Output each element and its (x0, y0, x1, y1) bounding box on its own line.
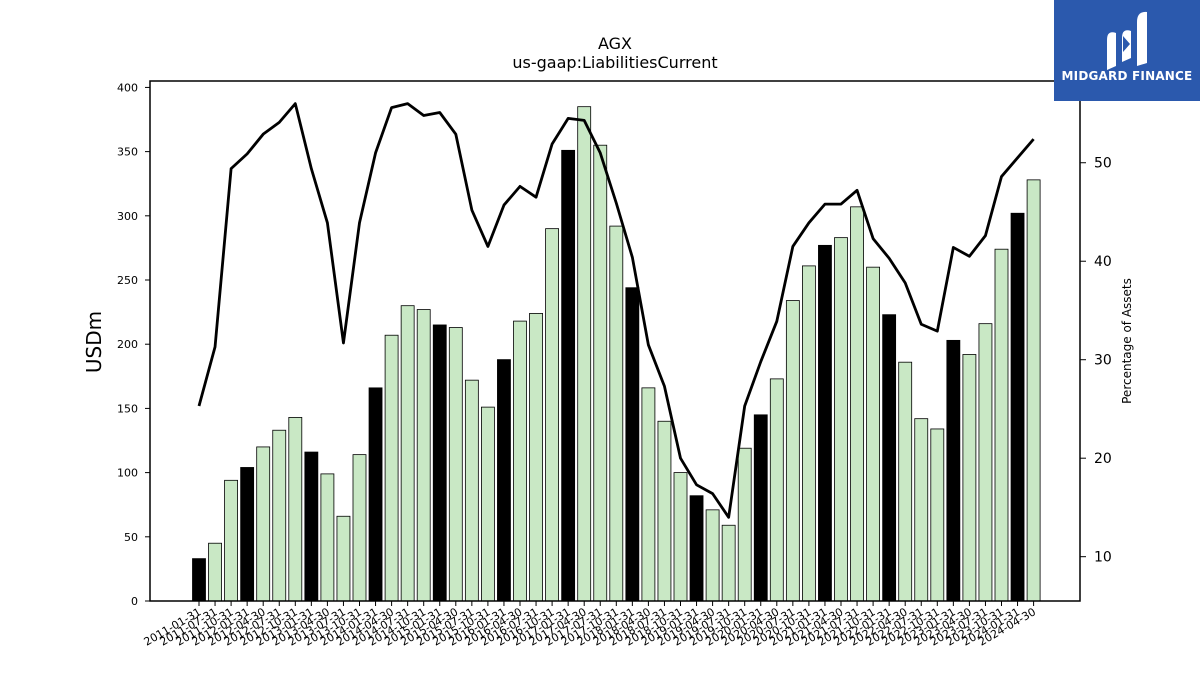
y2-tick-label: 30 (1094, 353, 1112, 369)
bar (802, 265, 816, 602)
bar (320, 473, 335, 602)
y2-axis-label: Percentage of Assets (1120, 278, 1134, 404)
y-tick-label: 200 (117, 338, 138, 351)
chart-title: AGX (598, 34, 632, 53)
plot-frame (149, 80, 1081, 602)
bar (464, 379, 479, 602)
chart-subtitle: us-gaap:LiabilitiesCurrent (512, 53, 717, 72)
bar (818, 244, 832, 602)
bar (368, 387, 383, 602)
bar (272, 429, 287, 602)
bar (400, 305, 415, 602)
y-tick-label: 300 (117, 210, 138, 223)
bar (721, 524, 736, 602)
bar (625, 287, 640, 602)
bar (1010, 212, 1025, 602)
logo-mark-icon (1107, 11, 1147, 70)
logo-text: MIDGARD FINANCE (1061, 69, 1193, 83)
bar (850, 206, 864, 602)
percentage-line (197, 102, 1035, 519)
bar (336, 515, 351, 602)
bar (673, 472, 688, 602)
bar (224, 479, 239, 602)
bar (352, 454, 367, 602)
y-tick-label: 400 (117, 81, 138, 94)
y2-tick-label: 20 (1094, 451, 1112, 467)
bar (737, 447, 752, 602)
y-tick-label: 250 (117, 274, 138, 287)
bar (545, 228, 559, 602)
bar (769, 378, 784, 602)
y-tick-label: 0 (131, 595, 138, 608)
y-tick-label: 150 (117, 402, 138, 415)
y-axis-label: USDm (82, 311, 106, 373)
bar (785, 300, 800, 602)
bar (962, 354, 977, 602)
bar (866, 266, 880, 602)
bar (978, 323, 993, 602)
y2-tick-label: 50 (1094, 156, 1112, 172)
bar (480, 406, 495, 602)
bar (753, 414, 768, 602)
bar (561, 149, 576, 602)
y2-tick-label: 10 (1094, 550, 1112, 566)
y-tick-label: 50 (124, 531, 138, 544)
bar (930, 428, 945, 602)
bar (882, 314, 897, 602)
bar (529, 312, 543, 602)
bar (593, 144, 608, 602)
bar (834, 237, 848, 602)
bar (689, 495, 704, 602)
brand-logo: MIDGARD FINANCE (1054, 0, 1200, 101)
bar (448, 327, 463, 602)
bar (208, 542, 222, 602)
bar (1026, 179, 1041, 602)
bar (946, 339, 961, 602)
bar (497, 359, 511, 602)
bar (384, 334, 399, 602)
y2-tick-label: 40 (1094, 254, 1112, 270)
bar (432, 324, 447, 602)
bar (994, 248, 1009, 602)
bar (577, 106, 592, 602)
bar (288, 416, 303, 602)
bar (256, 446, 271, 602)
y-tick-label: 350 (117, 146, 138, 159)
bar (914, 418, 929, 602)
bar (513, 320, 527, 602)
bar (240, 467, 255, 602)
bar (705, 509, 720, 602)
bar (416, 309, 431, 602)
bar (657, 420, 672, 602)
y-tick-label: 100 (117, 467, 138, 480)
bar (192, 558, 206, 602)
bar (898, 361, 913, 602)
bar (609, 225, 624, 602)
bar (304, 451, 319, 602)
bar (641, 387, 656, 602)
